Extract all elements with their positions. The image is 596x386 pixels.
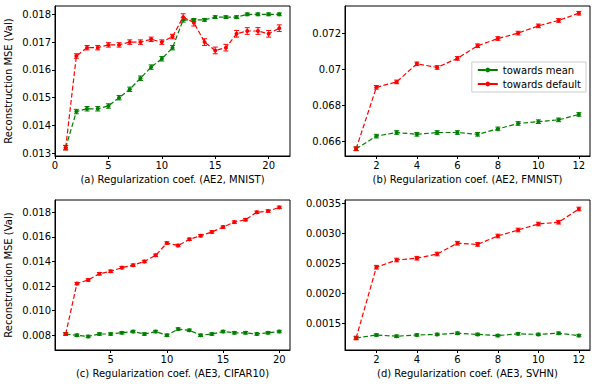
svg-text:Reconstruction MSE (Val): Reconstruction MSE (Val) [3, 212, 14, 337]
svg-text:0.018: 0.018 [22, 207, 51, 218]
svg-text:towards default: towards default [503, 79, 581, 90]
svg-text:5: 5 [105, 160, 111, 171]
svg-text:0.0015: 0.0015 [306, 318, 341, 329]
svg-text:0.0025: 0.0025 [306, 258, 341, 269]
svg-text:0.072: 0.072 [312, 28, 341, 39]
svg-text:0.07: 0.07 [319, 64, 341, 75]
svg-text:12: 12 [572, 160, 585, 171]
svg-text:0.0035: 0.0035 [306, 198, 341, 209]
svg-text:20: 20 [273, 354, 286, 365]
svg-text:0.0020: 0.0020 [306, 288, 341, 299]
svg-text:0: 0 [52, 160, 58, 171]
svg-text:10: 10 [532, 354, 545, 365]
svg-text:12: 12 [572, 354, 585, 365]
svg-text:0.014: 0.014 [22, 120, 51, 131]
svg-text:2: 2 [373, 354, 379, 365]
svg-text:15: 15 [209, 160, 222, 171]
svg-text:20: 20 [262, 160, 275, 171]
svg-text:0.068: 0.068 [312, 100, 341, 111]
svg-text:0.0030: 0.0030 [306, 228, 341, 239]
svg-text:4: 4 [414, 160, 420, 171]
svg-text:Reconstruction MSE (Val): Reconstruction MSE (Val) [3, 18, 14, 143]
svg-text:(a) Regularization coef. (AE2,: (a) Regularization coef. (AE2, MNIST) [80, 174, 264, 185]
svg-text:(b) Regularization coef. (AE2,: (b) Regularization coef. (AE2, FMNIST) [372, 174, 562, 185]
svg-text:10: 10 [155, 160, 168, 171]
svg-text:0.014: 0.014 [22, 256, 51, 267]
svg-text:15: 15 [217, 354, 230, 365]
svg-text:0.016: 0.016 [22, 231, 51, 242]
svg-text:towards mean: towards mean [503, 65, 574, 76]
svg-text:4: 4 [414, 354, 420, 365]
svg-text:8: 8 [495, 160, 501, 171]
svg-text:0.018: 0.018 [22, 9, 51, 20]
svg-text:0.016: 0.016 [22, 64, 51, 75]
svg-text:10: 10 [532, 160, 545, 171]
svg-text:8: 8 [495, 354, 501, 365]
svg-text:0.015: 0.015 [22, 92, 51, 103]
svg-text:5: 5 [107, 354, 113, 365]
svg-text:0.013: 0.013 [22, 148, 51, 159]
svg-text:(d) Regularization coef. (AE3,: (d) Regularization coef. (AE3, SVHN) [377, 368, 558, 379]
svg-text:0.010: 0.010 [22, 305, 51, 316]
svg-text:(c) Regularization coef. (AE3,: (c) Regularization coef. (AE3, CIFAR10) [76, 368, 269, 379]
svg-text:0.008: 0.008 [22, 330, 51, 341]
svg-text:10: 10 [161, 354, 174, 365]
svg-text:6: 6 [454, 160, 460, 171]
svg-text:2: 2 [373, 160, 379, 171]
svg-text:0.066: 0.066 [312, 136, 341, 147]
svg-text:0.012: 0.012 [22, 281, 51, 292]
svg-text:0.017: 0.017 [22, 37, 51, 48]
svg-text:6: 6 [454, 354, 460, 365]
